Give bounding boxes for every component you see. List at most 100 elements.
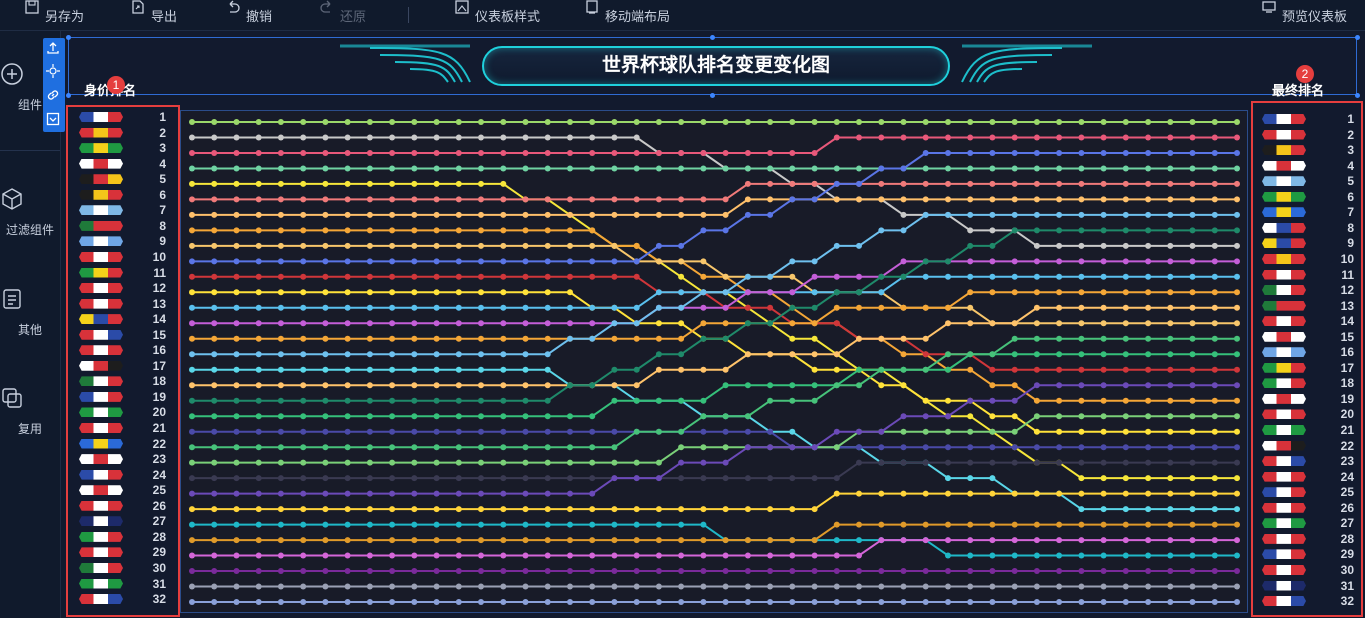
left-rank-box[interactable]: [66, 105, 180, 617]
sidebar-item-label: 组件: [17, 98, 42, 112]
left-rank-number: 30: [152, 560, 166, 575]
right-flag: [1262, 533, 1306, 544]
left-flag: [79, 236, 123, 247]
page-title: 世界杯球队排名变更变化图: [601, 55, 830, 76]
left-rank-number: 28: [152, 529, 166, 544]
left-rank-number: 19: [152, 389, 166, 404]
annotation-badge: 1: [107, 76, 125, 94]
undo-button[interactable]: 撤销: [226, 0, 272, 30]
link-icon[interactable]: [46, 88, 62, 104]
save-as-button[interactable]: 另存为: [25, 0, 84, 30]
left-rank-number: 17: [152, 358, 166, 373]
right-rank-number: 29: [1340, 547, 1354, 562]
right-rank-number: 14: [1340, 314, 1354, 329]
right-flag: [1262, 580, 1306, 591]
right-flag: [1262, 518, 1306, 529]
left-flag: [79, 562, 123, 573]
right-rank-number: 22: [1340, 438, 1354, 453]
resize-handle[interactable]: [710, 35, 715, 40]
resize-handle[interactable]: [1355, 35, 1360, 40]
sidebar-item-label: 复用: [17, 422, 42, 436]
mobile-layout-button[interactable]: 移动端布局: [585, 0, 670, 30]
resize-handle[interactable]: [710, 93, 715, 98]
right-flag: [1262, 145, 1306, 156]
annotation-badge: 2: [1296, 65, 1314, 83]
right-flag: [1262, 425, 1306, 435]
left-rank-number: 21: [152, 421, 166, 435]
right-rank-number: 9: [1347, 236, 1354, 251]
resize-handle[interactable]: [66, 93, 71, 98]
right-flag: [1262, 222, 1306, 233]
left-flag: [79, 547, 123, 558]
dashboard-style-button[interactable]: 仪表板样式: [455, 0, 540, 30]
right-rank-box[interactable]: [1251, 101, 1363, 617]
right-flag: [1262, 114, 1306, 124]
left-rank-number: 12: [152, 281, 166, 296]
export-label: 导出: [151, 8, 178, 24]
upload-icon[interactable]: [46, 41, 62, 57]
sidebar-item-other[interactable]: 其他: [0, 287, 60, 338]
left-rank-number: 11: [153, 265, 166, 280]
right-rank-number: 23: [1340, 454, 1354, 469]
right-rank-number: 28: [1340, 531, 1354, 546]
right-flag: [1262, 393, 1306, 404]
sidebar-item-reuse[interactable]: 复用: [0, 386, 60, 437]
right-rank-number: 16: [1340, 345, 1354, 360]
right-rank-number: 1: [1347, 112, 1354, 126]
left-flag: [79, 283, 123, 294]
right-rank-number: 3: [1347, 143, 1354, 158]
right-rank-number: 15: [1340, 329, 1354, 344]
right-column-title: 最终排名: [1272, 83, 1325, 98]
right-rank-number: 20: [1340, 407, 1354, 422]
left-flag: [79, 407, 123, 418]
left-rank-number: 31: [152, 576, 166, 591]
left-rank-number: 32: [152, 592, 166, 607]
sidebar-item-components[interactable]: 组件: [0, 62, 60, 113]
left-rank-number: 8: [159, 218, 166, 233]
right-rank-number: 8: [1347, 220, 1354, 235]
right-flag: [1262, 129, 1306, 140]
left-flag: [79, 469, 123, 480]
left-rank-number: 24: [152, 467, 166, 482]
right-rank-number: 24: [1340, 469, 1354, 484]
crosshair-icon[interactable]: [46, 64, 62, 80]
left-flag: [79, 423, 123, 433]
left-rank-number: 6: [159, 187, 166, 202]
right-rank-number: 2: [1347, 127, 1354, 142]
left-flag: [79, 500, 123, 511]
export-button[interactable]: 导出: [131, 0, 177, 30]
checkbox-icon[interactable]: [46, 112, 62, 128]
right-rank-number: 10: [1340, 251, 1354, 266]
left-rank-number: 26: [152, 498, 166, 513]
right-flag: [1262, 564, 1306, 575]
left-flag: [79, 485, 123, 496]
left-rank-number: 2: [159, 125, 166, 140]
left-flag: [79, 267, 123, 278]
component-toolbar: [43, 38, 65, 132]
right-flag: [1262, 456, 1306, 467]
right-flag: [1262, 269, 1306, 280]
preview-button[interactable]: 预览仪表板: [1262, 0, 1347, 30]
left-rank-number: 18: [152, 374, 166, 389]
resize-handle[interactable]: [1355, 93, 1360, 98]
sidebar: 组件 过滤组件 其他 复用: [0, 31, 61, 618]
left-flag: [79, 516, 123, 527]
left-flag: [79, 314, 123, 325]
right-flag: [1262, 191, 1306, 202]
left-flag: [79, 438, 123, 449]
resize-handle[interactable]: [66, 35, 71, 40]
left-rank-number: 20: [152, 405, 166, 420]
right-rank-number: 12: [1340, 283, 1354, 298]
undo-label: 撤销: [246, 8, 273, 24]
right-flag: [1262, 549, 1306, 560]
left-flag: [79, 594, 123, 605]
sidebar-item-filter[interactable]: 过滤组件: [0, 187, 60, 238]
palette-icon: [455, 0, 469, 22]
redo-button[interactable]: 还原: [320, 0, 366, 30]
left-rank-number: 13: [152, 296, 166, 311]
left-flag: [79, 329, 123, 340]
toolbar: 另存为 导出 撤销 还原 仪表板样式 移动端布局 预览仪表板: [0, 0, 1365, 31]
right-flag: [1262, 362, 1306, 373]
redo-icon: [320, 0, 334, 22]
right-flag: [1262, 160, 1306, 171]
